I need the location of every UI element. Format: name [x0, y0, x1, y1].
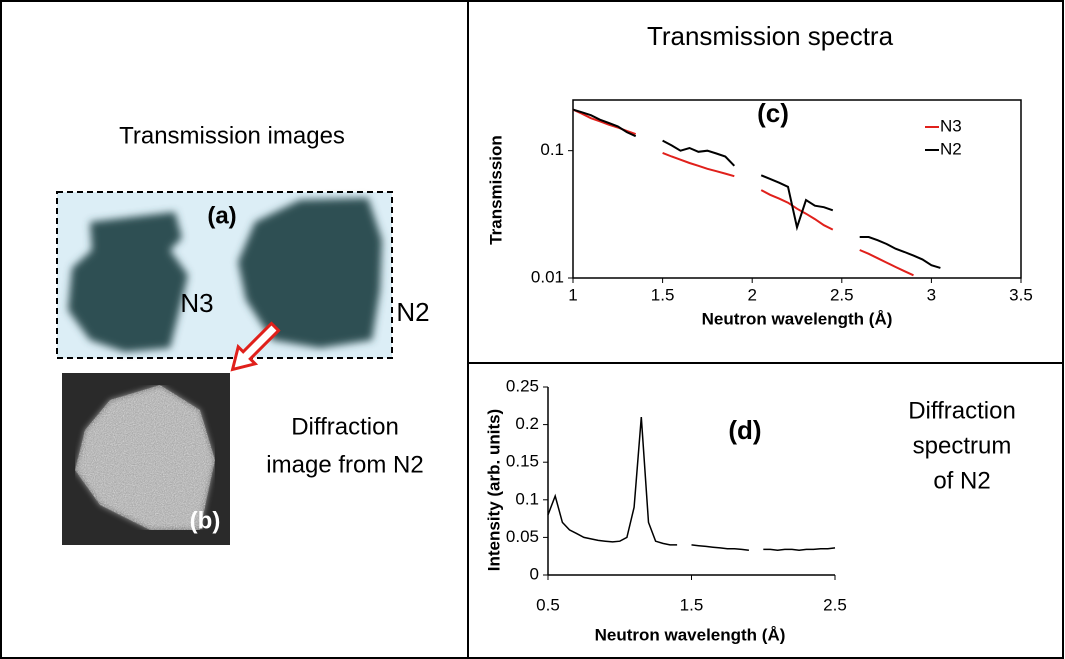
x-tick-label: 3.5	[1009, 285, 1033, 304]
x-tick-label: 2.5	[823, 595, 847, 614]
x-tick-label: 2.5	[830, 285, 854, 304]
y-tick-label: 0.05	[506, 527, 539, 546]
y-tick-label: 0.15	[506, 452, 539, 471]
x-tick-label: 3	[927, 285, 936, 304]
panel-label: (a)	[207, 202, 236, 229]
series-line	[572, 108, 941, 269]
x-axis-label: Neutron wavelength (Å)	[595, 625, 786, 644]
series-line	[572, 108, 914, 277]
panel-label: (b)	[190, 507, 221, 534]
y-tick-label: 0.01	[531, 267, 564, 286]
chart-title: Transmission spectra	[647, 21, 894, 51]
sample-label: N2	[396, 297, 429, 327]
y-axis-label: Transmission	[486, 135, 505, 245]
caption: Diffraction	[291, 413, 399, 440]
y-tick-label: 0.1	[515, 489, 539, 508]
caption: of N2	[933, 467, 990, 494]
sample-label: N3	[180, 288, 213, 318]
x-tick-label: 2	[747, 285, 756, 304]
plot-frame	[572, 99, 1022, 279]
sample-shapes	[68, 198, 382, 352]
x-tick-label: 1	[568, 285, 577, 304]
series-line	[547, 417, 836, 551]
legend-label: N2	[940, 139, 962, 158]
caption: Diffraction	[908, 397, 1016, 424]
legend-label: N3	[940, 116, 962, 135]
caption: spectrum	[913, 432, 1012, 459]
caption: image from N2	[266, 451, 423, 478]
y-tick-label: 0.2	[515, 414, 539, 433]
panel-title: Transmission images	[119, 122, 345, 149]
x-tick-label: 1.5	[680, 595, 704, 614]
y-axis-label: Intensity (arb. units)	[484, 409, 503, 571]
y-tick-label: 0.1	[540, 140, 564, 159]
arrow	[230, 321, 281, 372]
y-tick-label: 0	[530, 564, 539, 583]
x-tick-label: 0.5	[536, 595, 560, 614]
panel-label: (c)	[757, 98, 789, 128]
diffraction-shape	[75, 385, 215, 530]
x-axis-label: Neutron wavelength (Å)	[702, 309, 893, 328]
panel-label: (d)	[728, 415, 761, 445]
y-tick-label: 0.25	[506, 376, 539, 395]
x-tick-label: 1.5	[651, 285, 675, 304]
